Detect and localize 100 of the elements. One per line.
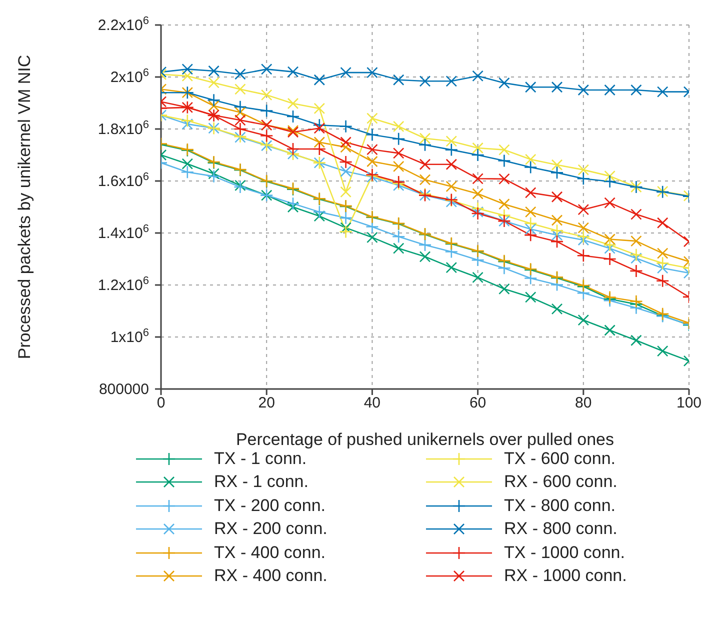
point [339,225,352,238]
legend-label: RX - 800 conn. [504,519,618,540]
point [550,224,564,238]
point [182,118,194,130]
y-axis-title: Processed packets by unikernel VM NIC [15,54,34,360]
legend-label: TX - 1 conn. [214,448,307,469]
point [550,234,564,248]
point [182,158,194,170]
point [314,122,326,134]
point [524,187,536,198]
point [392,148,404,159]
point [524,81,536,93]
point [208,168,220,180]
point [576,248,590,262]
x-tick-label: 100 [676,394,702,412]
point [234,100,247,114]
point [446,180,458,192]
point [207,170,220,183]
point [418,238,432,252]
point [419,174,431,186]
point [524,206,536,218]
point [550,166,564,180]
point [656,217,668,229]
point [471,148,484,162]
point [604,234,616,245]
point [604,197,616,208]
x-axis-title: Percentage of pushed unikernels over pulled ones [236,430,614,449]
legend-label: TX - 600 conn. [504,448,616,469]
x-tick-label: 40 [364,394,381,412]
legend-label: TX - 400 conn. [214,542,326,563]
point [444,143,458,156]
point [182,64,194,75]
point [314,74,326,86]
point [524,160,538,174]
point [366,220,379,234]
legend-label: TX - 200 conn. [214,496,326,516]
point [630,84,642,96]
point [234,180,246,192]
point [524,154,536,166]
point [498,77,510,89]
point [578,84,590,96]
point [578,204,590,216]
point [603,238,616,252]
point [576,230,590,244]
point [340,166,352,178]
point [604,324,616,336]
point [392,160,404,172]
point [286,196,300,210]
point [656,345,668,357]
point [472,142,484,154]
point [446,262,458,274]
point [339,120,352,134]
point [339,211,352,225]
y-tick-label: 800000 [98,381,149,398]
point [446,158,458,170]
point [286,110,300,124]
point [630,248,643,262]
point [314,102,326,114]
point [287,66,299,78]
y-tick-label: 1.8x10$^{6}$ [98,119,149,138]
point [446,76,458,87]
point [630,208,642,220]
point [551,214,563,226]
point [312,118,326,132]
point [551,81,563,93]
point [366,112,378,124]
point [208,100,220,112]
legend-label: TX - 1000 conn. [504,542,625,563]
y-tick-label: 2x10$^{6}$ [110,67,149,86]
point [472,206,484,218]
point [551,229,563,241]
x-tick-label: 20 [258,394,275,412]
point [260,129,274,142]
point [286,142,300,156]
point [578,222,590,234]
point [630,264,643,278]
point [524,216,538,230]
point [472,70,484,82]
point [630,334,642,346]
point [180,114,194,128]
point [551,191,563,203]
point [656,256,670,270]
point [340,66,352,78]
point [630,294,643,308]
x-tick-label: 60 [469,394,486,412]
point [604,242,616,254]
point [180,166,194,179]
point [551,159,563,171]
point [234,68,246,80]
point [498,154,511,168]
point [578,314,590,326]
point [524,292,536,303]
point [472,173,484,184]
x-tick-label: 80 [575,394,592,412]
point [578,164,590,176]
point [656,86,668,98]
y-tick-label: 1.2x10$^{6}$ [98,275,149,294]
point [392,120,404,132]
point [234,106,246,118]
point [419,251,431,262]
